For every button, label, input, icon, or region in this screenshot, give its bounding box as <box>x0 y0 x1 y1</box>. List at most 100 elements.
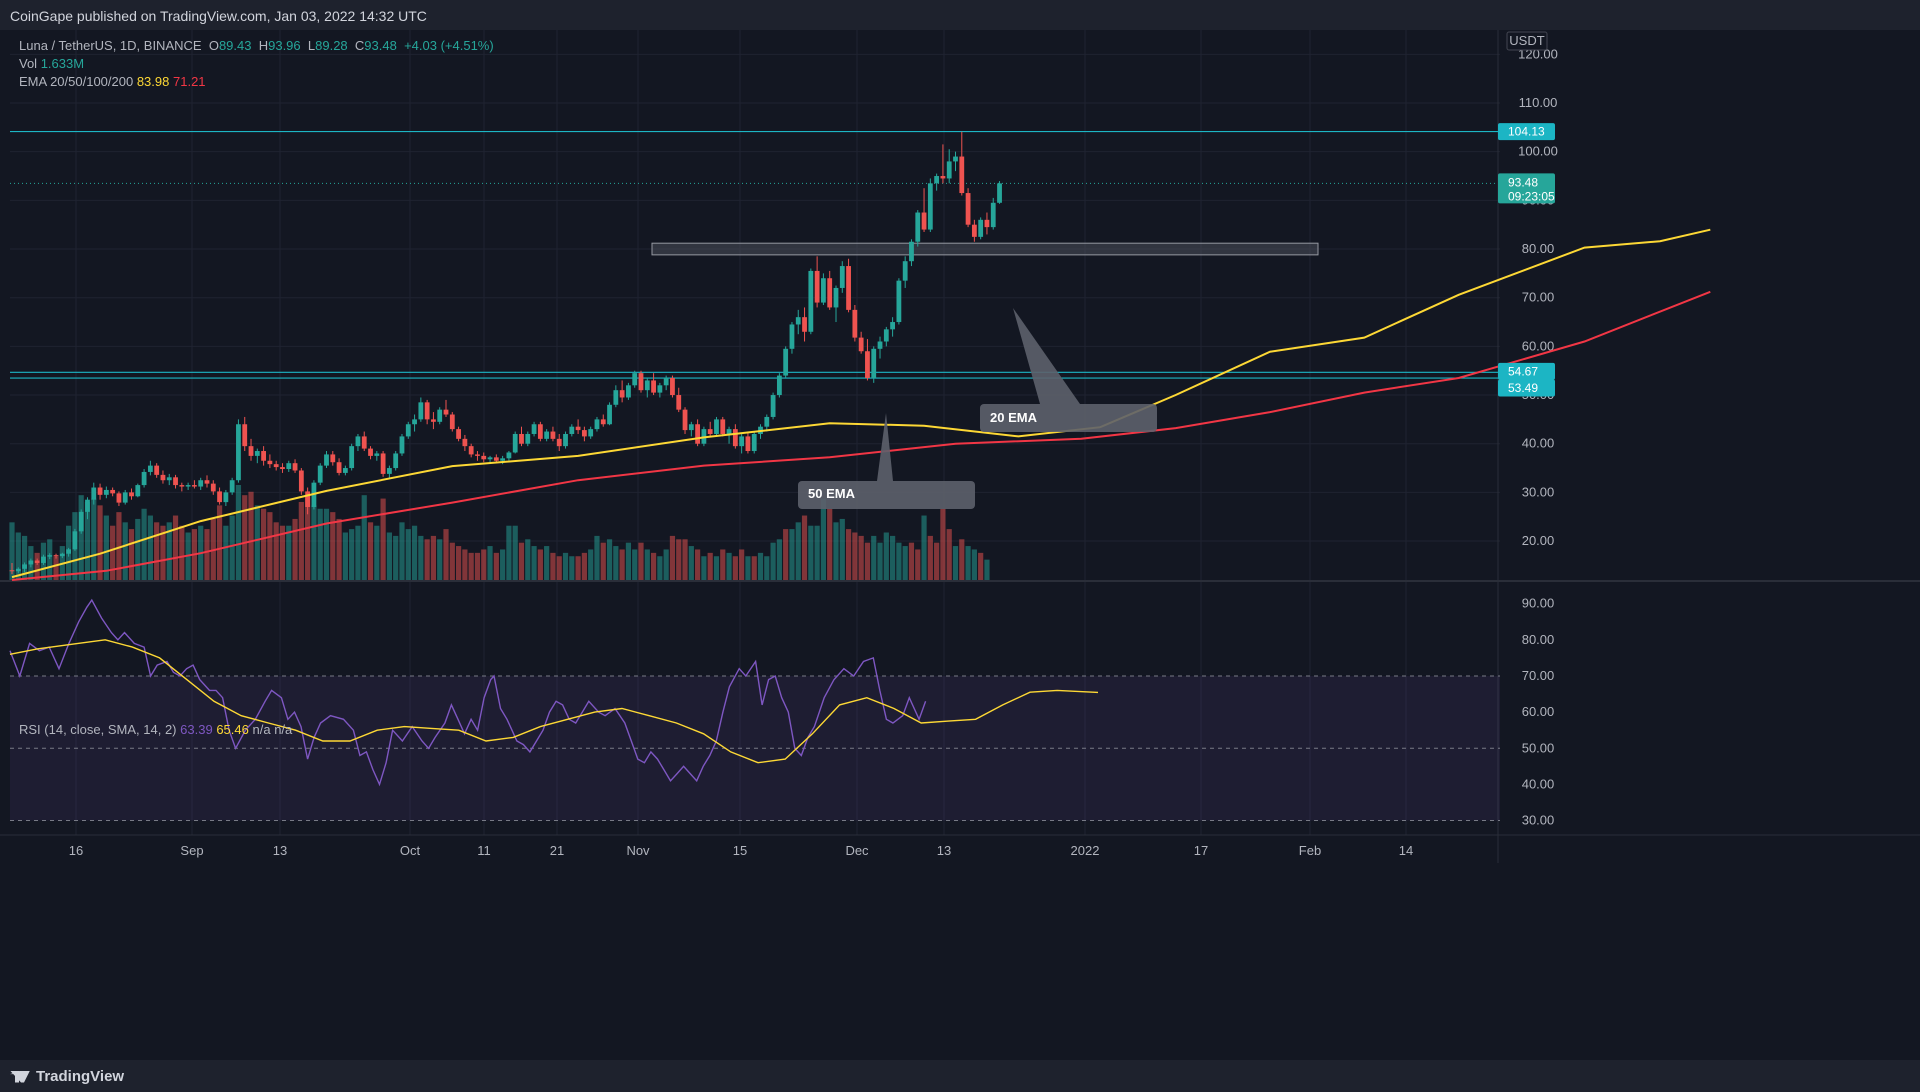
candle-body <box>192 485 197 487</box>
y-tick-label: 20.00 <box>1522 533 1555 548</box>
volume-bar <box>330 512 336 580</box>
volume-bar <box>871 535 877 580</box>
y-tick-label: 60.00 <box>1522 338 1555 353</box>
volume-bar <box>91 498 97 580</box>
callout-20ema-label: 20 EMA <box>990 410 1038 425</box>
candle-body <box>852 309 858 338</box>
candle-body <box>91 487 97 500</box>
volume-bar <box>764 556 770 580</box>
x-tick-label: 16 <box>69 843 83 858</box>
volume-bar <box>544 546 550 580</box>
candle-body <box>594 419 600 430</box>
volume-bar <box>613 546 619 580</box>
volume-bar <box>128 529 135 580</box>
x-tick-label: 15 <box>733 843 747 858</box>
price-tag-support-lower: 53.49 <box>1508 381 1538 395</box>
volume-bar <box>286 525 292 580</box>
volume-bar <box>411 525 418 580</box>
candle-body <box>581 430 587 437</box>
volume-bar <box>695 549 701 580</box>
ema20-line <box>11 228 1711 579</box>
rsi-legend[interactable]: RSI (14, close, SMA, 14, 2) 63.39 65.46 … <box>19 722 292 737</box>
volume-bar <box>135 518 141 580</box>
candle-body <box>368 448 373 456</box>
volume-bar <box>481 549 487 580</box>
candle-body <box>449 414 455 430</box>
rsi-tick-label: 40.00 <box>1522 776 1555 791</box>
candle-body <box>613 390 619 405</box>
volume-bar <box>707 552 713 580</box>
candle-body <box>242 424 248 447</box>
candle-body <box>135 485 141 497</box>
volume-bar <box>814 525 820 580</box>
candle-body <box>789 324 795 349</box>
candle-body <box>953 156 958 162</box>
candle-body <box>626 385 631 398</box>
rsi-value: 63.39 <box>180 722 213 737</box>
candle-body <box>481 455 487 460</box>
volume-bar <box>418 535 424 580</box>
volume-bar <box>405 529 411 580</box>
rsi-label: RSI (14, close, SMA, 14, 2) <box>19 722 177 737</box>
tradingview-brand: TradingView <box>36 1068 125 1085</box>
candle-body <box>85 499 90 512</box>
ema-legend[interactable]: EMA 20/50/100/200 83.98 71.21 <box>19 74 206 89</box>
tradingview-logo[interactable]: TradingView <box>10 1068 124 1085</box>
volume-bar <box>248 491 254 580</box>
candle-body <box>940 176 946 179</box>
volume-bar <box>267 512 273 580</box>
high-label: H <box>258 38 269 53</box>
volume-bar <box>890 535 896 580</box>
volume-bar <box>625 542 632 580</box>
volume-bar <box>380 498 386 580</box>
callout-50ema-label: 50 EMA <box>808 486 856 501</box>
candle-body <box>475 454 480 456</box>
candle-body <box>644 380 650 391</box>
candle-body <box>236 424 241 481</box>
candle-body <box>380 453 386 474</box>
volume-bar <box>632 549 638 580</box>
candle-body <box>990 202 996 228</box>
volume-bar <box>965 546 971 580</box>
volume-bar <box>261 508 267 580</box>
symbol-label[interactable]: Luna / TetherUS, 1D, BINANCE <box>19 38 202 53</box>
volume-bar <box>279 525 286 580</box>
x-tick-label: Nov <box>626 843 650 858</box>
volume-bar <box>915 549 921 580</box>
x-tick-label: Feb <box>1299 843 1321 858</box>
volume-bar <box>305 495 311 580</box>
volume-bar <box>487 546 493 580</box>
candle-body <box>217 491 222 503</box>
candle-body <box>129 492 134 497</box>
volume-bar <box>355 525 361 580</box>
candle-body <box>9 570 15 572</box>
volume-bar <box>323 508 330 580</box>
volume-bar <box>154 522 160 580</box>
candle-body <box>676 395 682 410</box>
volume-bar <box>374 525 380 580</box>
volume-bar <box>361 495 367 580</box>
volume-bar <box>845 529 852 580</box>
volume-bar <box>399 522 405 580</box>
volume-bar <box>462 549 468 580</box>
volume-bar <box>682 539 688 580</box>
candle-body <box>28 560 34 565</box>
candle-body <box>902 261 908 281</box>
last-price-tag: 93.48 <box>1508 175 1538 189</box>
candle-body <box>330 454 336 463</box>
candle-body <box>97 487 103 495</box>
candle-body <box>223 492 229 503</box>
candle-body <box>707 429 713 434</box>
volume-bar <box>606 539 613 580</box>
volume-bar <box>493 552 499 580</box>
ema50-value: 71.21 <box>173 74 206 89</box>
price-tag-resistance: 104.13 <box>1508 125 1545 139</box>
callout-pointer-20ema <box>1013 308 1080 404</box>
volume-bar <box>795 522 801 580</box>
volume-legend[interactable]: Vol 1.633M <box>19 56 84 71</box>
candle-body <box>349 446 355 469</box>
candle-body <box>537 424 543 439</box>
candle-body <box>563 433 568 447</box>
volume-bar <box>556 556 562 580</box>
